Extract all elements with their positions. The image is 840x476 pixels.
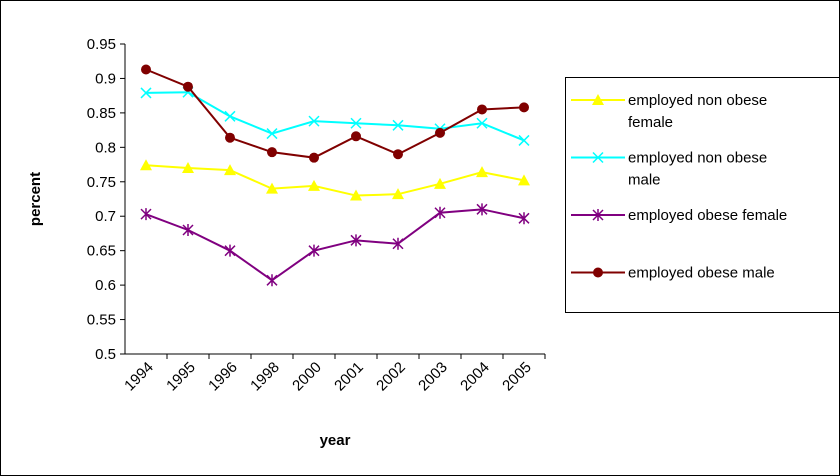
marker <box>225 132 235 143</box>
series-line <box>145 68 525 159</box>
marker <box>224 164 236 176</box>
marker <box>434 177 446 189</box>
legend-label: employed non obese male <box>628 150 767 189</box>
y-tick-label: 0.95 <box>87 36 116 53</box>
marker <box>140 159 152 171</box>
marker <box>477 104 487 115</box>
marker <box>224 244 236 257</box>
y-tick-label: 0.6 <box>95 277 116 294</box>
y-tick-label: 0.85 <box>87 105 116 122</box>
marker <box>182 224 194 236</box>
series-line <box>145 91 525 142</box>
marker <box>350 117 362 129</box>
marker <box>309 152 319 163</box>
marker <box>592 209 604 221</box>
marker <box>266 274 278 287</box>
marker <box>434 206 446 219</box>
marker <box>267 147 277 158</box>
marker <box>435 127 445 138</box>
marker <box>351 131 361 142</box>
marker <box>476 117 488 129</box>
y-tick-label: 0.7 <box>95 208 116 225</box>
marker <box>476 203 488 216</box>
marker <box>518 174 530 186</box>
marker <box>308 115 320 127</box>
marker <box>140 87 152 99</box>
y-tick-label: 0.5 <box>95 346 116 363</box>
marker <box>350 234 362 247</box>
legend-label: employed non obese female <box>628 92 767 131</box>
y-tick-label: 0.8 <box>95 139 116 156</box>
y-axis-label: percent <box>27 172 44 226</box>
y-tick-label: 0.55 <box>87 312 116 329</box>
marker <box>140 208 152 221</box>
legend-label: employed obese male <box>628 265 775 282</box>
series-line <box>145 164 525 197</box>
marker <box>519 102 529 113</box>
marker <box>183 81 193 92</box>
marker <box>518 134 530 146</box>
legend-label: employed obese female <box>628 207 787 224</box>
marker <box>350 189 362 201</box>
marker <box>593 267 603 278</box>
marker <box>224 110 236 122</box>
y-tick-label: 0.75 <box>87 174 116 191</box>
marker <box>392 119 404 131</box>
marker <box>592 94 604 105</box>
marker <box>393 149 403 160</box>
x-axis-label: year <box>320 432 351 449</box>
marker <box>392 237 404 250</box>
marker <box>392 188 404 200</box>
marker <box>308 179 320 191</box>
marker <box>308 244 320 257</box>
marker <box>266 128 278 140</box>
y-tick-label: 0.65 <box>87 243 116 260</box>
y-tick-label: 0.9 <box>95 70 116 87</box>
marker <box>141 64 151 75</box>
marker <box>592 151 604 164</box>
marker <box>266 182 278 194</box>
marker <box>182 162 194 173</box>
marker <box>518 212 530 225</box>
series-line <box>145 208 525 282</box>
marker <box>476 166 488 178</box>
